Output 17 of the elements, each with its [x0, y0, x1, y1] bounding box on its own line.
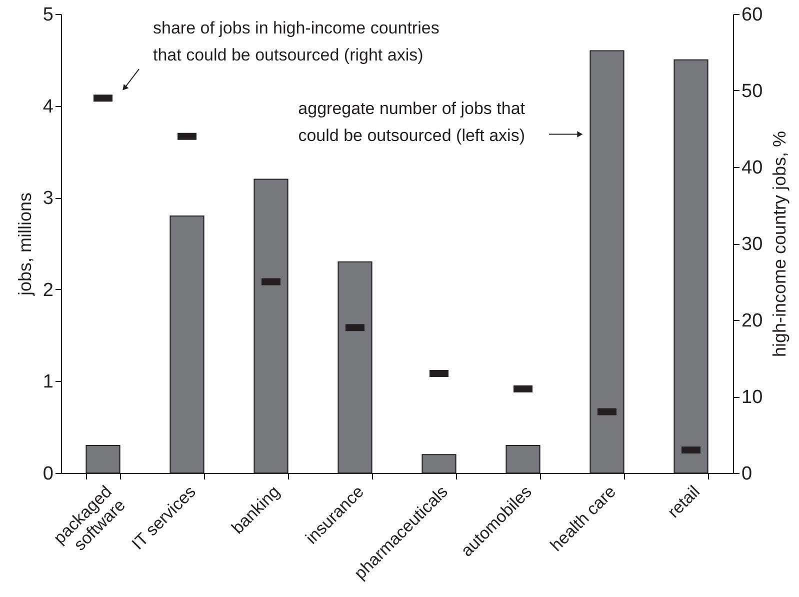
y2-axis-title: high-income country jobs, % — [770, 130, 790, 358]
annotation: aggregate number of jobs that could be outsourced (left axis) — [298, 99, 526, 146]
y2-tick-label: 50 — [742, 81, 763, 102]
y2-tick-label: 60 — [742, 4, 763, 26]
y2-tick-label: 10 — [742, 387, 763, 408]
y2-tick-label: 40 — [742, 158, 763, 178]
y-tick-label: 3 — [42, 188, 54, 210]
y-tick-label: 2 — [42, 280, 54, 301]
y2-tick-label: 30 — [742, 234, 763, 255]
y-tick-label: 5 — [42, 4, 54, 26]
y-axis-title: jobs, millions — [14, 192, 35, 297]
y2-tick-label: 0 — [742, 464, 752, 484]
y-tick-label: 0 — [42, 464, 54, 484]
annotation: share of jobs in high-income countries that could be outsourced (right axis) — [153, 18, 440, 64]
y-tick-label: 1 — [42, 372, 54, 393]
y2-tick-label: 20 — [742, 310, 763, 332]
y-tick-label: 4 — [42, 96, 54, 118]
